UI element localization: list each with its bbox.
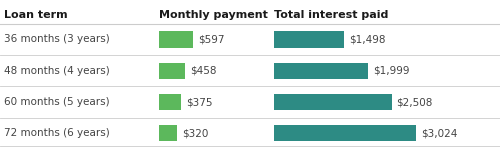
Text: 72 months (6 years): 72 months (6 years) [4, 128, 110, 138]
Bar [274, 125, 416, 142]
Bar [274, 63, 368, 79]
Bar [274, 31, 344, 48]
Text: $375: $375 [186, 97, 212, 107]
Bar [159, 125, 178, 142]
Bar [274, 94, 392, 110]
Bar [159, 31, 194, 48]
Text: $2,508: $2,508 [396, 97, 433, 107]
Text: 36 months (3 years): 36 months (3 years) [4, 34, 110, 45]
Text: 60 months (5 years): 60 months (5 years) [4, 97, 110, 107]
Text: 48 months (4 years): 48 months (4 years) [4, 66, 110, 76]
Text: $320: $320 [182, 128, 209, 138]
Text: $3,024: $3,024 [421, 128, 457, 138]
Text: $1,498: $1,498 [349, 34, 386, 45]
Bar [159, 94, 180, 110]
Text: Loan term: Loan term [4, 10, 68, 20]
Text: Monthly payment: Monthly payment [159, 10, 268, 20]
Text: $597: $597 [198, 34, 225, 45]
Text: Total interest paid: Total interest paid [274, 10, 388, 20]
Bar [159, 63, 186, 79]
Text: $458: $458 [190, 66, 217, 76]
Text: $1,999: $1,999 [372, 66, 409, 76]
